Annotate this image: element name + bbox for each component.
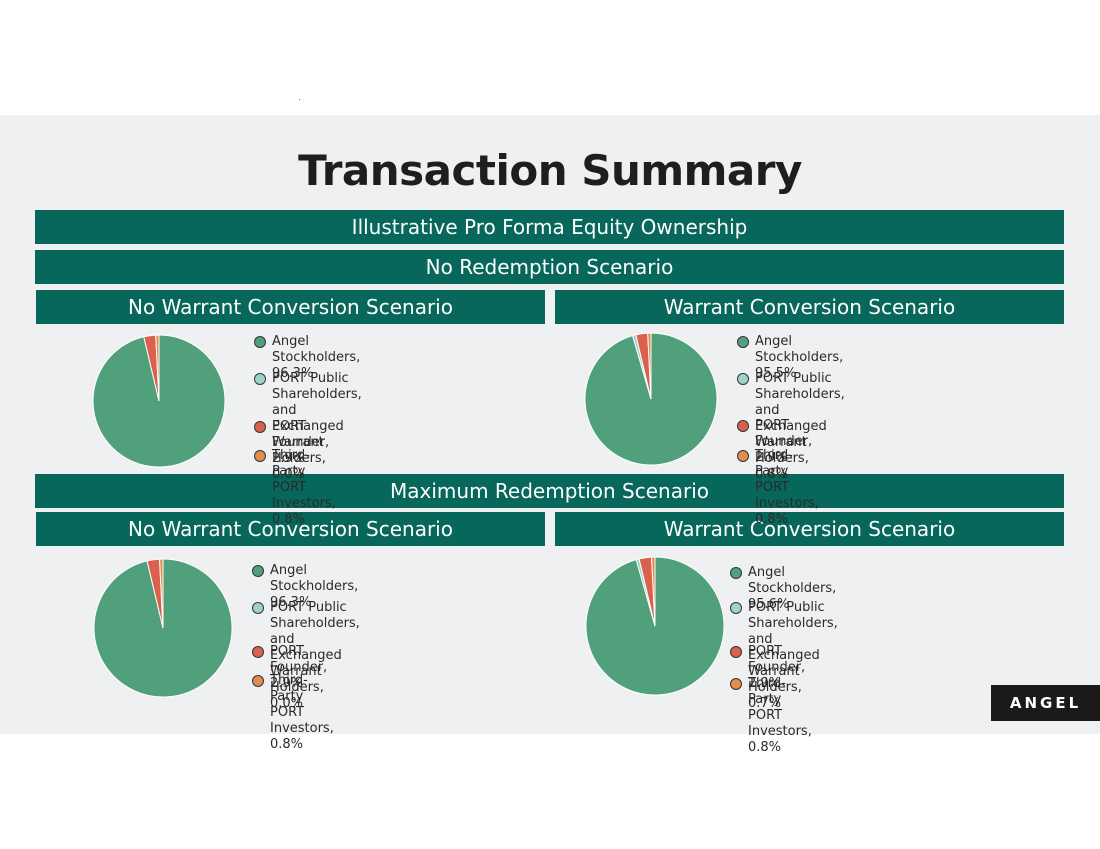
pie-panel: Angel Stockholders, 96.3% PORT Public Sha… — [36, 548, 556, 752]
slice-third-party — [647, 332, 652, 400]
pie-chart — [92, 334, 226, 468]
legend-label: Third-Party PORT Investors, 0.8% — [755, 448, 819, 527]
legend-label: PORT Public Shareholders, and Exchanged … — [272, 371, 362, 482]
legend-swatch-icon — [254, 336, 266, 348]
page-title: Transaction Summary — [298, 146, 802, 195]
header-bar: Illustrative Pro Forma Equity Ownership — [35, 210, 1064, 244]
sub-bar-no-warrant-1: No Warrant Conversion Scenario — [36, 290, 545, 324]
legend-swatch-icon — [737, 336, 749, 348]
legend-label: PORT Founder, 2.9% — [272, 419, 330, 466]
legend-swatch-icon — [730, 678, 742, 690]
legend-swatch-icon — [730, 602, 742, 614]
slice-third-party — [155, 334, 160, 402]
legend-swatch-icon — [254, 450, 266, 462]
pie-chart — [585, 556, 725, 696]
legend-label: PORT Public Shareholders, and Exchanged … — [270, 600, 360, 711]
slice-third-party — [651, 556, 656, 627]
stray-mark — [299, 99, 300, 100]
legend-label: Third-Party PORT Investors, 0.8% — [272, 448, 336, 527]
sub-bar-no-warrant-2: No Warrant Conversion Scenario — [36, 512, 545, 546]
legend-label: PORT Founder, 2.9% — [755, 418, 813, 465]
legend-swatch-icon — [254, 421, 266, 433]
legend-label: PORT Founder, 2.9% — [270, 644, 328, 691]
angel-logo: ANGEL — [991, 685, 1100, 721]
legend-label: Angel Stockholders, 95.6% — [748, 565, 837, 612]
legend-swatch-icon — [730, 646, 742, 658]
legend-label: Third-Party PORT Investors, 0.8% — [270, 673, 334, 752]
scenario-bar-max-redemption: Maximum Redemption Scenario — [35, 474, 1064, 508]
legend-swatch-icon — [252, 602, 264, 614]
legend-label: PORT Public Shareholders, and Exchanged … — [748, 600, 838, 711]
legend-swatch-icon — [254, 373, 266, 385]
legend-label: Angel Stockholders, 96.3% — [272, 334, 361, 381]
scenario-bar-no-redemption: No Redemption Scenario — [35, 250, 1064, 284]
legend-label: PORT Public Shareholders, and Exchanged … — [755, 371, 845, 482]
legend-swatch-icon — [252, 646, 264, 658]
sub-bar-warrant-1: Warrant Conversion Scenario — [555, 290, 1064, 324]
legend-swatch-icon — [252, 675, 264, 687]
legend-label: Third-Party PORT Investors, 0.8% — [748, 676, 812, 755]
pie-chart — [93, 558, 233, 698]
slice-third-party — [159, 558, 164, 629]
legend-swatch-icon — [252, 565, 264, 577]
legend-swatch-icon — [737, 450, 749, 462]
legend-swatch-icon — [737, 420, 749, 432]
legend-swatch-icon — [737, 373, 749, 385]
pie-panel: Angel Stockholders, 95.5% PORT Public Sha… — [555, 326, 1075, 527]
legend-label: Angel Stockholders, 96.3% — [270, 563, 359, 610]
slice-angel-stockholders — [92, 334, 226, 468]
legend-label: Angel Stockholders, 95.5% — [755, 334, 844, 381]
pie-panel: Angel Stockholders, 96.3% PORT Public Sha… — [36, 326, 556, 527]
pie-chart — [584, 332, 718, 466]
legend-swatch-icon — [730, 567, 742, 579]
pie-panel: Angel Stockholders, 95.6% PORT Public Sha… — [555, 548, 1075, 755]
legend-label: PORT Founder, 2.9% — [748, 644, 806, 691]
sub-bar-warrant-2: Warrant Conversion Scenario — [555, 512, 1064, 546]
